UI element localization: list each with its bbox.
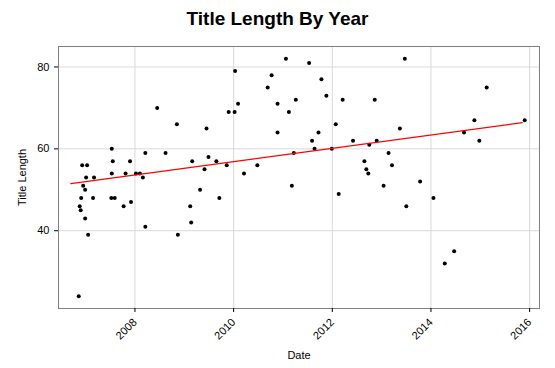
svg-text:Title Length: Title Length [16, 149, 28, 206]
svg-text:2010: 2010 [212, 316, 238, 342]
svg-text:40: 40 [37, 224, 49, 236]
svg-text:2014: 2014 [409, 316, 435, 342]
svg-text:2008: 2008 [113, 316, 139, 342]
svg-text:60: 60 [37, 142, 49, 154]
html-text:Title Length By Year: Title Length By Year [186, 8, 369, 29]
svg-text:Date: Date [287, 349, 310, 361]
svg-text:2012: 2012 [310, 316, 336, 342]
svg-text:2016: 2016 [508, 316, 534, 342]
svg-text:80: 80 [37, 60, 49, 72]
